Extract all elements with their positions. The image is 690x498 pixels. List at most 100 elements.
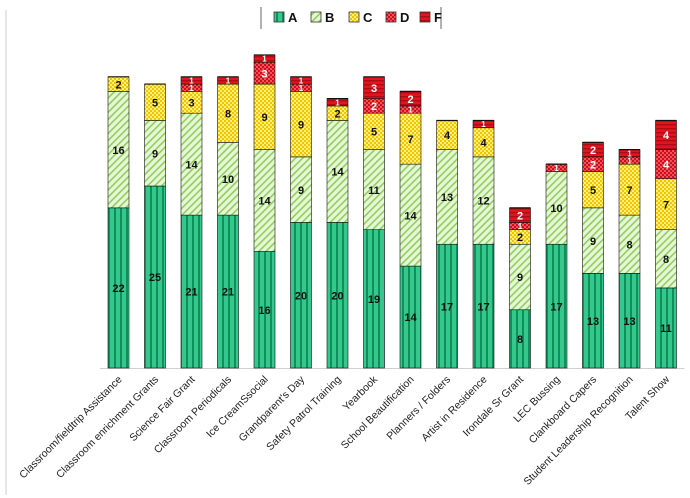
- x-tick-label: Grandparent's Day: [237, 373, 308, 444]
- data-label: 20: [331, 290, 343, 302]
- legend-swatch: [419, 11, 431, 23]
- data-label: 1: [226, 76, 231, 85]
- data-label: 3: [261, 68, 267, 80]
- bar-stack: 17 13 4: [436, 119, 458, 369]
- legend-item-a: A: [273, 10, 298, 25]
- data-label: 2: [517, 210, 523, 222]
- data-label: 8: [663, 254, 669, 266]
- data-label: 10: [222, 174, 234, 186]
- data-label: 3: [371, 83, 377, 95]
- data-label: 10: [550, 203, 562, 215]
- data-label: 4: [480, 138, 487, 150]
- bar-stack: 17 10 1: [545, 163, 568, 369]
- data-label: 9: [590, 236, 596, 248]
- x-tick-label: Artist in Residence: [419, 374, 489, 444]
- data-label: 1: [518, 222, 523, 231]
- data-label: 19: [368, 294, 380, 306]
- legend-label: B: [325, 10, 334, 25]
- legend-swatch: [310, 11, 322, 23]
- data-label: 8: [517, 334, 523, 346]
- data-label: 17: [550, 301, 562, 313]
- data-label: 1: [627, 157, 632, 166]
- data-label: 7: [626, 185, 632, 197]
- data-label: 9: [517, 272, 523, 284]
- data-label: 11: [660, 323, 672, 335]
- x-tick-label: Planners / Folders: [384, 374, 453, 443]
- bar-stack: 20 9 9 11: [290, 76, 312, 369]
- data-label: 2: [115, 79, 121, 91]
- legend-swatch: [273, 11, 285, 23]
- data-label: 14: [258, 196, 271, 208]
- data-label: 14: [185, 159, 198, 171]
- bar-stack: 21 14 3 11: [180, 76, 203, 369]
- data-label: 5: [371, 127, 377, 139]
- x-tick-label: Science Fair Grant: [127, 374, 197, 444]
- bar-stack: 8 9 212: [509, 207, 531, 369]
- data-label: 14: [404, 312, 417, 324]
- data-label: 9: [298, 185, 304, 197]
- data-label: 1: [262, 55, 267, 64]
- data-label: 25: [149, 272, 161, 284]
- data-label: 3: [188, 97, 194, 109]
- legend-label: C: [363, 10, 373, 25]
- data-label: 9: [152, 148, 158, 160]
- data-label: 17: [441, 301, 453, 313]
- data-label: 1: [627, 149, 632, 158]
- data-label: 1: [408, 106, 413, 115]
- legend-label: A: [288, 10, 298, 25]
- data-label: 8: [225, 108, 231, 120]
- bar-stack: 17 12 4 1: [472, 119, 495, 369]
- data-label: 2: [590, 159, 596, 171]
- legend-swatch: [348, 11, 360, 23]
- data-label: 1: [335, 98, 340, 107]
- bar-stack: 14 14 7 12: [399, 90, 422, 369]
- data-label: 9: [261, 112, 267, 124]
- data-label: 16: [112, 145, 124, 157]
- data-label: 11: [368, 185, 380, 197]
- data-label: 4: [663, 159, 670, 171]
- data-label: 1: [189, 84, 194, 93]
- x-tick-label: Clankboard Capers: [527, 374, 599, 446]
- data-label: 5: [590, 185, 596, 197]
- data-label: 1: [299, 76, 304, 85]
- legend-item-f: F: [419, 10, 442, 25]
- legend-item-c: C: [348, 10, 373, 25]
- data-label: 13: [623, 316, 635, 328]
- data-label: 7: [407, 134, 413, 146]
- data-label: 16: [258, 305, 270, 317]
- data-label: 17: [477, 301, 489, 313]
- bar-stack: 16 14 9 3 1: [253, 54, 276, 369]
- data-label: 9: [298, 119, 304, 131]
- data-label: 13: [587, 316, 599, 328]
- legend-item-b: B: [310, 10, 334, 25]
- data-label: 1: [481, 120, 486, 129]
- data-label: 13: [441, 192, 453, 204]
- legend-swatch: [385, 11, 397, 23]
- data-label: 2: [590, 145, 596, 157]
- bar-stack: 22 16 2: [107, 76, 130, 369]
- data-label: 14: [331, 167, 344, 179]
- data-label: 12: [477, 196, 489, 208]
- bar-stack: 19 11 5 2 3: [363, 76, 385, 369]
- data-label: 2: [407, 94, 413, 106]
- bar-stack: 20 14 21: [326, 98, 349, 369]
- data-label: 22: [112, 283, 124, 295]
- data-label: 4: [663, 130, 670, 142]
- data-label: 14: [404, 210, 417, 222]
- data-label: 1: [189, 76, 194, 85]
- data-label: 4: [444, 130, 451, 142]
- legend-item-d: D: [385, 10, 409, 25]
- data-label: 1: [554, 164, 559, 173]
- data-label: 2: [371, 101, 377, 113]
- bar-stack: 11 8 7 4 4: [655, 119, 677, 369]
- data-label: 2: [517, 232, 523, 244]
- data-label: 5: [152, 97, 158, 109]
- data-label: 8: [626, 239, 632, 251]
- legend-label: D: [400, 10, 409, 25]
- data-label: 21: [222, 287, 234, 299]
- data-label: 21: [185, 287, 197, 299]
- data-label: 1: [299, 84, 304, 93]
- x-tick-label: Ice CreamSsocial: [204, 374, 271, 441]
